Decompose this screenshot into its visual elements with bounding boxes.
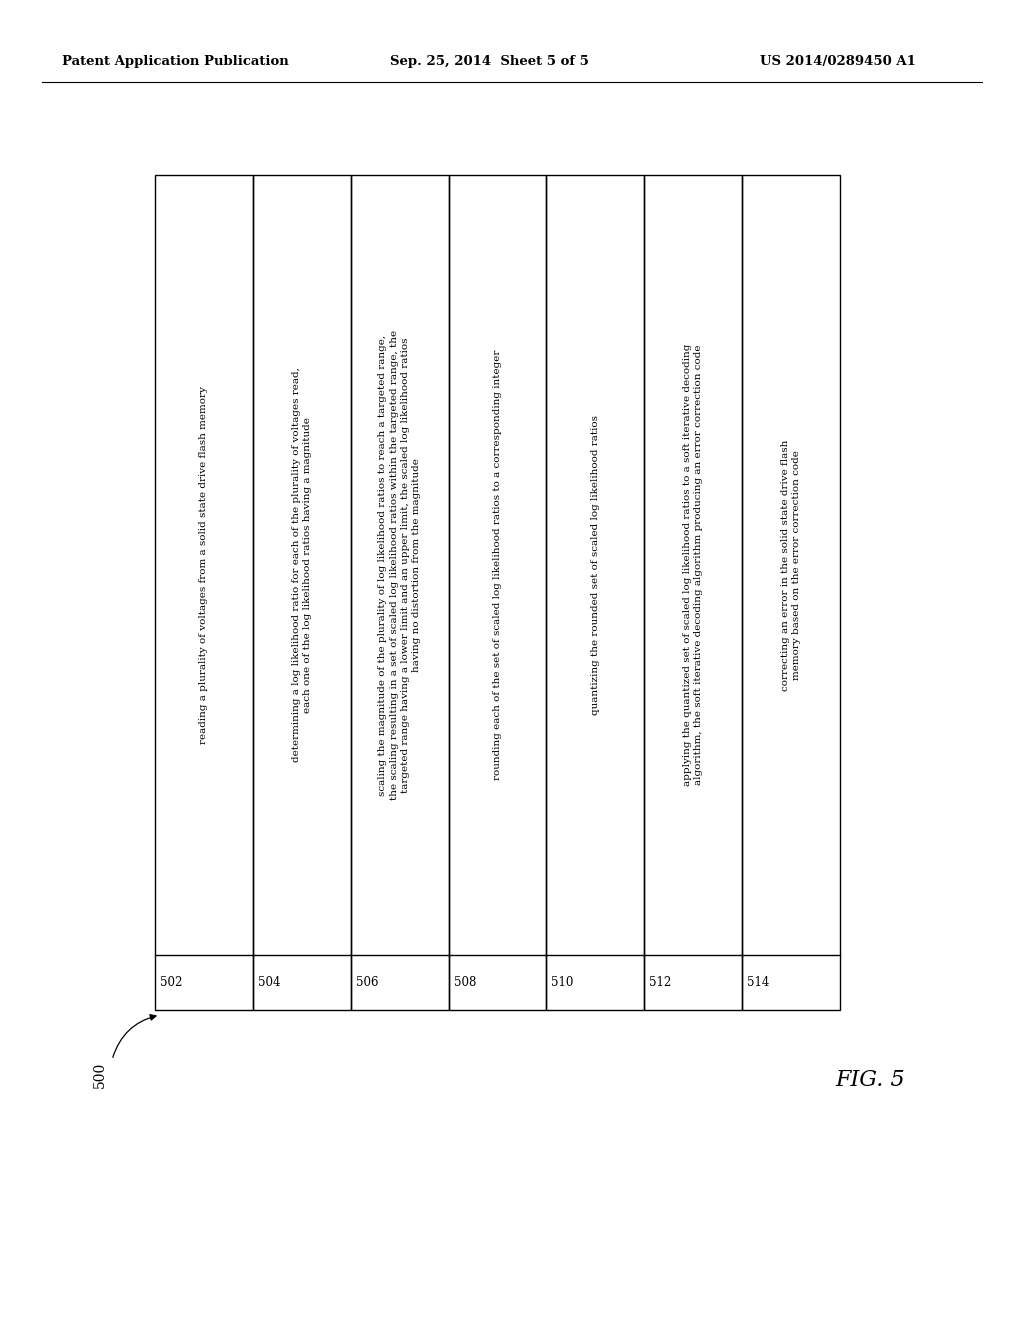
Text: rounding each of the set of scaled log likelihood ratios to a corresponding inte: rounding each of the set of scaled log l… — [493, 350, 502, 780]
Bar — [449, 176, 547, 1010]
Bar — [350, 176, 449, 1010]
Text: 512: 512 — [649, 975, 672, 989]
Text: 514: 514 — [748, 975, 769, 989]
Bar — [547, 176, 644, 1010]
Text: applying the quantized set of scaled log likelihood ratios to a soft iterative d: applying the quantized set of scaled log… — [683, 343, 703, 787]
Text: Sep. 25, 2014  Sheet 5 of 5: Sep. 25, 2014 Sheet 5 of 5 — [390, 55, 589, 69]
Text: 506: 506 — [355, 975, 378, 989]
Text: reading a plurality of voltages from a solid state drive flash memory: reading a plurality of voltages from a s… — [200, 385, 209, 744]
Text: US 2014/0289450 A1: US 2014/0289450 A1 — [760, 55, 915, 69]
Text: 502: 502 — [160, 975, 182, 989]
Bar — [155, 176, 253, 1010]
Bar — [742, 176, 840, 1010]
Text: correcting an error in the solid state drive flash
memory based on the error cor: correcting an error in the solid state d… — [781, 440, 801, 690]
Text: scaling the magnitude of the plurality of log likelihood ratios to reach a targe: scaling the magnitude of the plurality o… — [379, 330, 421, 800]
Text: determining a log likelihood ratio for each of the plurality of voltages read,
e: determining a log likelihood ratio for e… — [292, 367, 312, 763]
Text: FIG. 5: FIG. 5 — [836, 1069, 905, 1092]
Text: 504: 504 — [258, 975, 281, 989]
Text: 510: 510 — [552, 975, 573, 989]
Bar — [644, 176, 742, 1010]
Text: Patent Application Publication: Patent Application Publication — [62, 55, 289, 69]
Text: 508: 508 — [454, 975, 476, 989]
Bar — [253, 176, 350, 1010]
Text: 500: 500 — [93, 1061, 106, 1088]
Text: quantizing the rounded set of scaled log likelihood ratios: quantizing the rounded set of scaled log… — [591, 414, 600, 715]
